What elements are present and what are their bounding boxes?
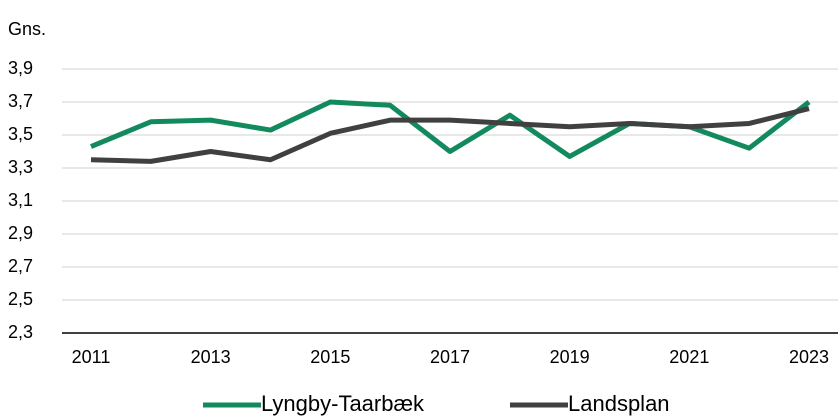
series-line [90, 99, 811, 159]
y-axis-label: Gns. [8, 19, 46, 39]
x-tick-label: 2013 [191, 347, 231, 367]
x-tick-label: 2015 [310, 347, 350, 367]
y-tick-label: 2,7 [8, 256, 33, 276]
x-tick-label: 2017 [430, 347, 470, 367]
y-tick-label: 3,1 [8, 190, 33, 210]
y-tick-label: 2,5 [8, 289, 33, 309]
series-line [90, 106, 810, 164]
y-tick-label: 3,7 [8, 91, 33, 111]
y-tick-label: 3,5 [8, 124, 33, 144]
y-tick-label: 2,3 [8, 322, 33, 342]
y-tick-label: 2,9 [8, 223, 33, 243]
x-tick-label: 2019 [550, 347, 590, 367]
x-tick-label: 2011 [72, 347, 111, 367]
legend-label: Lyngby-Taarbæk [261, 391, 425, 416]
y-tick-label: 3,3 [8, 157, 33, 177]
x-tick-label: 2023 [789, 347, 829, 367]
legend-label: Landsplan [568, 391, 670, 416]
y-tick-label: 3,9 [8, 58, 33, 78]
x-tick-label: 2021 [669, 347, 709, 367]
